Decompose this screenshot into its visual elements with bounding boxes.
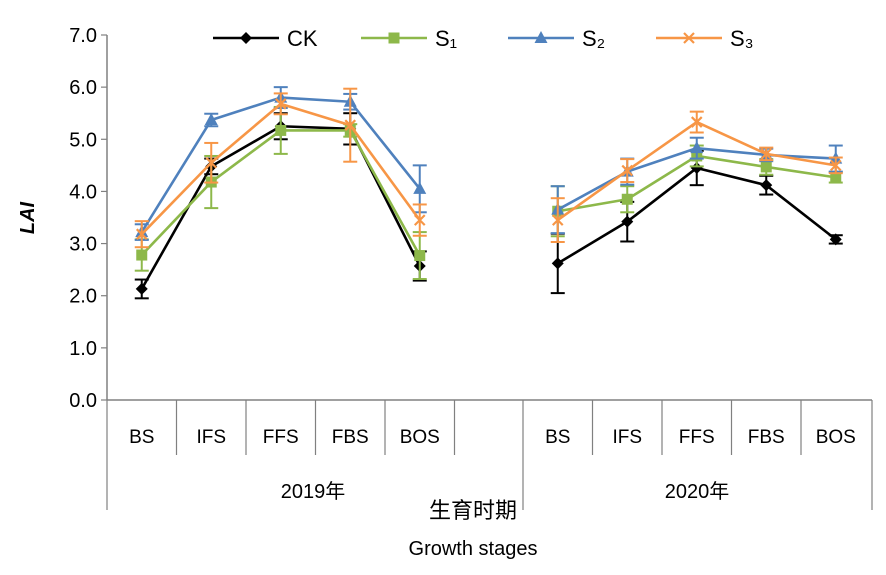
data-point <box>760 161 772 173</box>
data-point <box>829 233 842 246</box>
x-tick-label: IFS <box>612 427 642 448</box>
x-axis-label-en: Growth stages <box>409 538 538 560</box>
x-tick-label: BOS <box>816 427 856 448</box>
data-point <box>621 193 633 205</box>
x-tick-label: BS <box>545 427 570 448</box>
y-axis-label: LAI <box>17 201 39 234</box>
data-point <box>829 159 842 172</box>
x-axis-categories: BS IFS FFS FBS BOS BS IFS FFS FBS BOS <box>129 427 856 448</box>
data-point <box>414 250 426 262</box>
x-tick-label: IFS <box>196 427 226 448</box>
x-tick-label: BS <box>129 427 154 448</box>
data-point <box>551 214 564 226</box>
y-tick-label: 6.0 <box>69 77 97 99</box>
series <box>134 87 843 249</box>
plot-area <box>134 86 843 300</box>
y-axis-ticks: 0.0 1.0 2.0 3.0 4.0 5.0 6.0 7.0 <box>69 25 107 412</box>
data-point <box>240 32 252 44</box>
y-tick-label: 1.0 <box>69 338 97 360</box>
data-point <box>690 161 703 174</box>
data-point <box>551 257 564 270</box>
data-point <box>413 181 427 194</box>
legend: CK S₁ S₂ S₃ <box>213 26 754 51</box>
x-tick-label: FFS <box>679 427 715 448</box>
data-point <box>760 179 773 192</box>
data-point <box>690 116 703 128</box>
series <box>134 105 843 281</box>
data-point <box>621 215 634 228</box>
data-point <box>683 32 695 44</box>
legend-label: S₃ <box>730 26 754 51</box>
y-tick-label: 2.0 <box>69 286 97 308</box>
data-point <box>205 156 218 169</box>
x-tick-label: FFS <box>263 427 299 448</box>
data-point <box>760 148 773 160</box>
y-tick-label: 7.0 <box>69 25 97 47</box>
data-point <box>136 249 148 261</box>
data-point <box>204 112 218 125</box>
data-point <box>690 141 704 154</box>
data-point <box>830 171 842 183</box>
x-tick-label: FBS <box>748 427 785 448</box>
group-label-2020: 2020年 <box>665 480 730 503</box>
x-tick-label: BOS <box>400 427 440 448</box>
data-point <box>534 31 548 43</box>
data-point <box>274 98 287 110</box>
legend-label: S₂ <box>582 26 605 51</box>
y-tick-label: 4.0 <box>69 181 97 203</box>
data-point <box>621 164 634 177</box>
data-point <box>275 124 287 136</box>
group-label-2019: 2019年 <box>281 480 346 503</box>
data-point <box>135 228 148 240</box>
y-tick-label: 5.0 <box>69 129 97 151</box>
data-point <box>388 32 400 44</box>
data-point <box>413 214 426 226</box>
data-point <box>135 282 148 295</box>
legend-label: CK <box>287 26 318 51</box>
x-tick-label: FBS <box>332 427 369 448</box>
legend-label: S₁ <box>435 26 457 51</box>
axes <box>106 35 873 510</box>
y-tick-label: 0.0 <box>69 390 97 412</box>
data-point <box>344 119 357 131</box>
y-tick-label: 3.0 <box>69 234 97 256</box>
x-axis-label-cn: 生育时期 <box>429 498 517 523</box>
